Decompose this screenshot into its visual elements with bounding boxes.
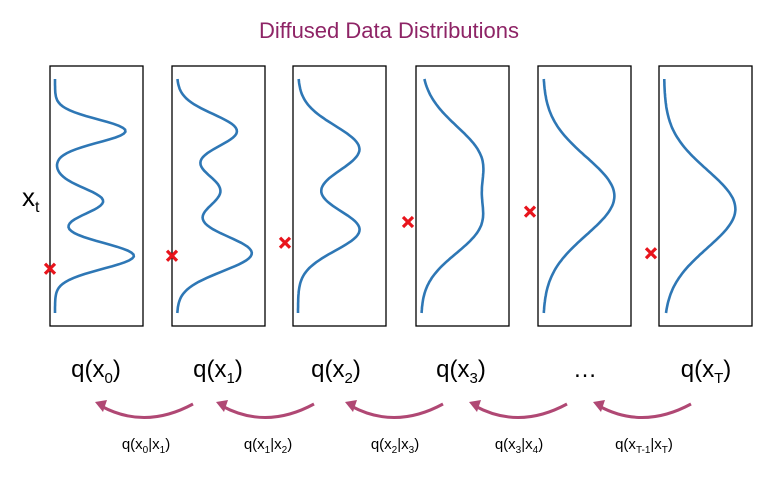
density-curve [53,79,136,313]
distribution-panel [415,65,510,327]
arrow-head [469,400,481,412]
distribution-panel [537,65,632,327]
reverse-step-label: q(x0|x1) [121,436,171,456]
reverse-step-label: q(x1|x2) [243,436,293,456]
arrow-head [593,400,605,412]
reverse-arrow [474,402,568,419]
sample-marker [43,262,57,275]
density-curve [663,79,737,314]
diagram-title: Diffused Data Distributions [258,18,520,43]
axis-label-sub: t [35,199,40,217]
density-curve [296,78,361,313]
sample-marker [165,249,179,262]
distribution-panel [171,65,266,327]
reverse-arrow [350,402,444,419]
arrow-head [345,400,357,412]
distribution-label: q(x2) [311,356,361,387]
arrow-head [95,400,107,412]
axis-label-base: x [22,182,35,212]
axis-label-xt: xt [22,182,39,217]
reverse-step-label: q(xT-1|xT) [615,436,673,456]
density-curve [542,78,616,314]
arrow-head [216,400,228,412]
distribution-panel [658,65,753,327]
distribution-label: q(xT) [680,356,732,387]
distribution-label: q(x3) [436,356,486,387]
density-curve [176,78,254,314]
sample-marker [644,247,658,260]
reverse-step-label: q(x2|x3) [370,436,420,456]
sample-marker [278,236,292,249]
sample-marker [401,215,415,229]
reverse-arrow [598,402,692,419]
distribution-panel [49,65,144,327]
distribution-label: … [573,356,597,383]
reverse-step-label: q(x3|x4) [494,436,544,456]
reverse-arrow [221,402,315,419]
distribution-label: q(x0) [71,356,121,387]
reverse-arrow [100,402,194,419]
distribution-label: q(x1) [193,356,243,387]
distribution-panel [292,65,387,327]
sample-marker [523,205,537,218]
density-curve [420,78,485,314]
